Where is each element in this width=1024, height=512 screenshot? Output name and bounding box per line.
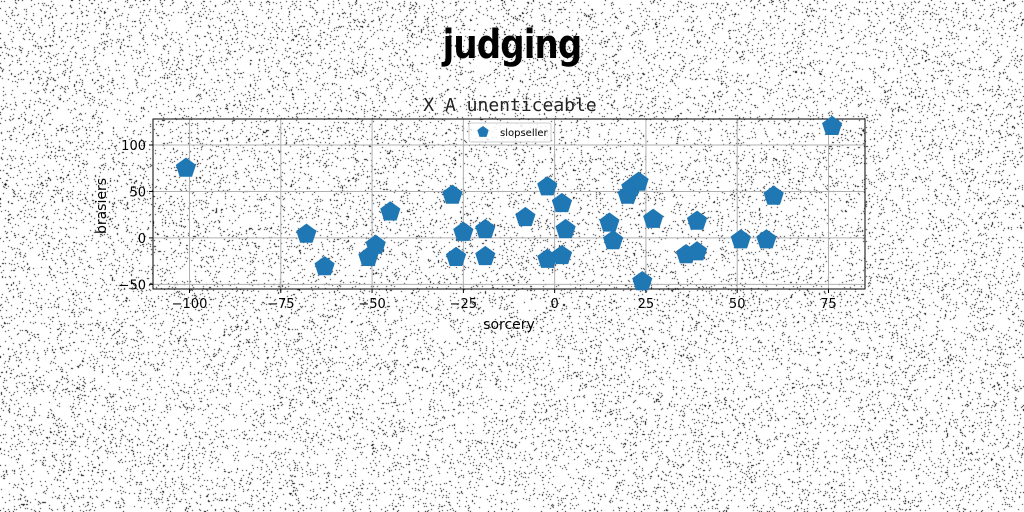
- data-point: [442, 184, 463, 204]
- data-point: [686, 210, 708, 230]
- x-tick-label: 75: [820, 297, 837, 312]
- data-point: [475, 245, 496, 266]
- chart-title: X A unenticeable: [423, 95, 596, 116]
- plot-area: [152, 118, 866, 290]
- data-point: [643, 208, 664, 228]
- data-point: [475, 218, 496, 239]
- x-axis-label: sorcery: [483, 317, 535, 333]
- data-point: [551, 244, 573, 265]
- x-tick-label: −25: [450, 297, 477, 312]
- data-point: [515, 206, 536, 227]
- data-point: [599, 212, 620, 232]
- data-point: [756, 229, 777, 249]
- data-point: [296, 223, 317, 243]
- legend-label: slopseller: [500, 128, 549, 139]
- data-point: [175, 157, 196, 177]
- y-tick-label: 0: [138, 232, 146, 247]
- data-point: [380, 201, 401, 221]
- page-title: judging: [442, 22, 583, 68]
- legend-pentagon: [477, 126, 489, 137]
- x-tick-label: 50: [729, 297, 746, 312]
- data-point: [453, 221, 474, 241]
- data-point: [603, 230, 624, 250]
- data-point: [763, 185, 784, 205]
- y-tick-label: −50: [119, 278, 146, 293]
- data-point: [365, 234, 386, 254]
- axis-ticks: −100 −75 −50 −25 0 25 50 75 −50 0 50 100: [119, 139, 837, 312]
- data-points: [175, 115, 843, 291]
- y-tick-label: 50: [129, 185, 146, 200]
- legend: slopseller: [468, 122, 552, 143]
- data-point: [537, 176, 558, 196]
- x-tick-label: −75: [267, 297, 294, 312]
- grid: [153, 119, 865, 289]
- legend-frame: [468, 122, 552, 143]
- data-point: [628, 171, 649, 191]
- data-point: [555, 218, 576, 239]
- data-point: [730, 229, 751, 249]
- data-point: [686, 241, 708, 261]
- y-tick-label: 100: [121, 139, 146, 154]
- legend-marker-icon: [477, 126, 489, 137]
- data-point: [445, 246, 467, 266]
- data-point: [822, 115, 843, 135]
- y-axis-label: brasiers: [94, 178, 110, 234]
- x-tick-label: −50: [358, 297, 385, 312]
- data-point: [551, 192, 573, 213]
- x-tick-label: −100: [172, 297, 208, 312]
- data-point: [314, 256, 335, 276]
- x-tick-label: 0: [551, 297, 559, 312]
- x-tick-label: 25: [638, 297, 655, 312]
- data-point: [632, 270, 653, 291]
